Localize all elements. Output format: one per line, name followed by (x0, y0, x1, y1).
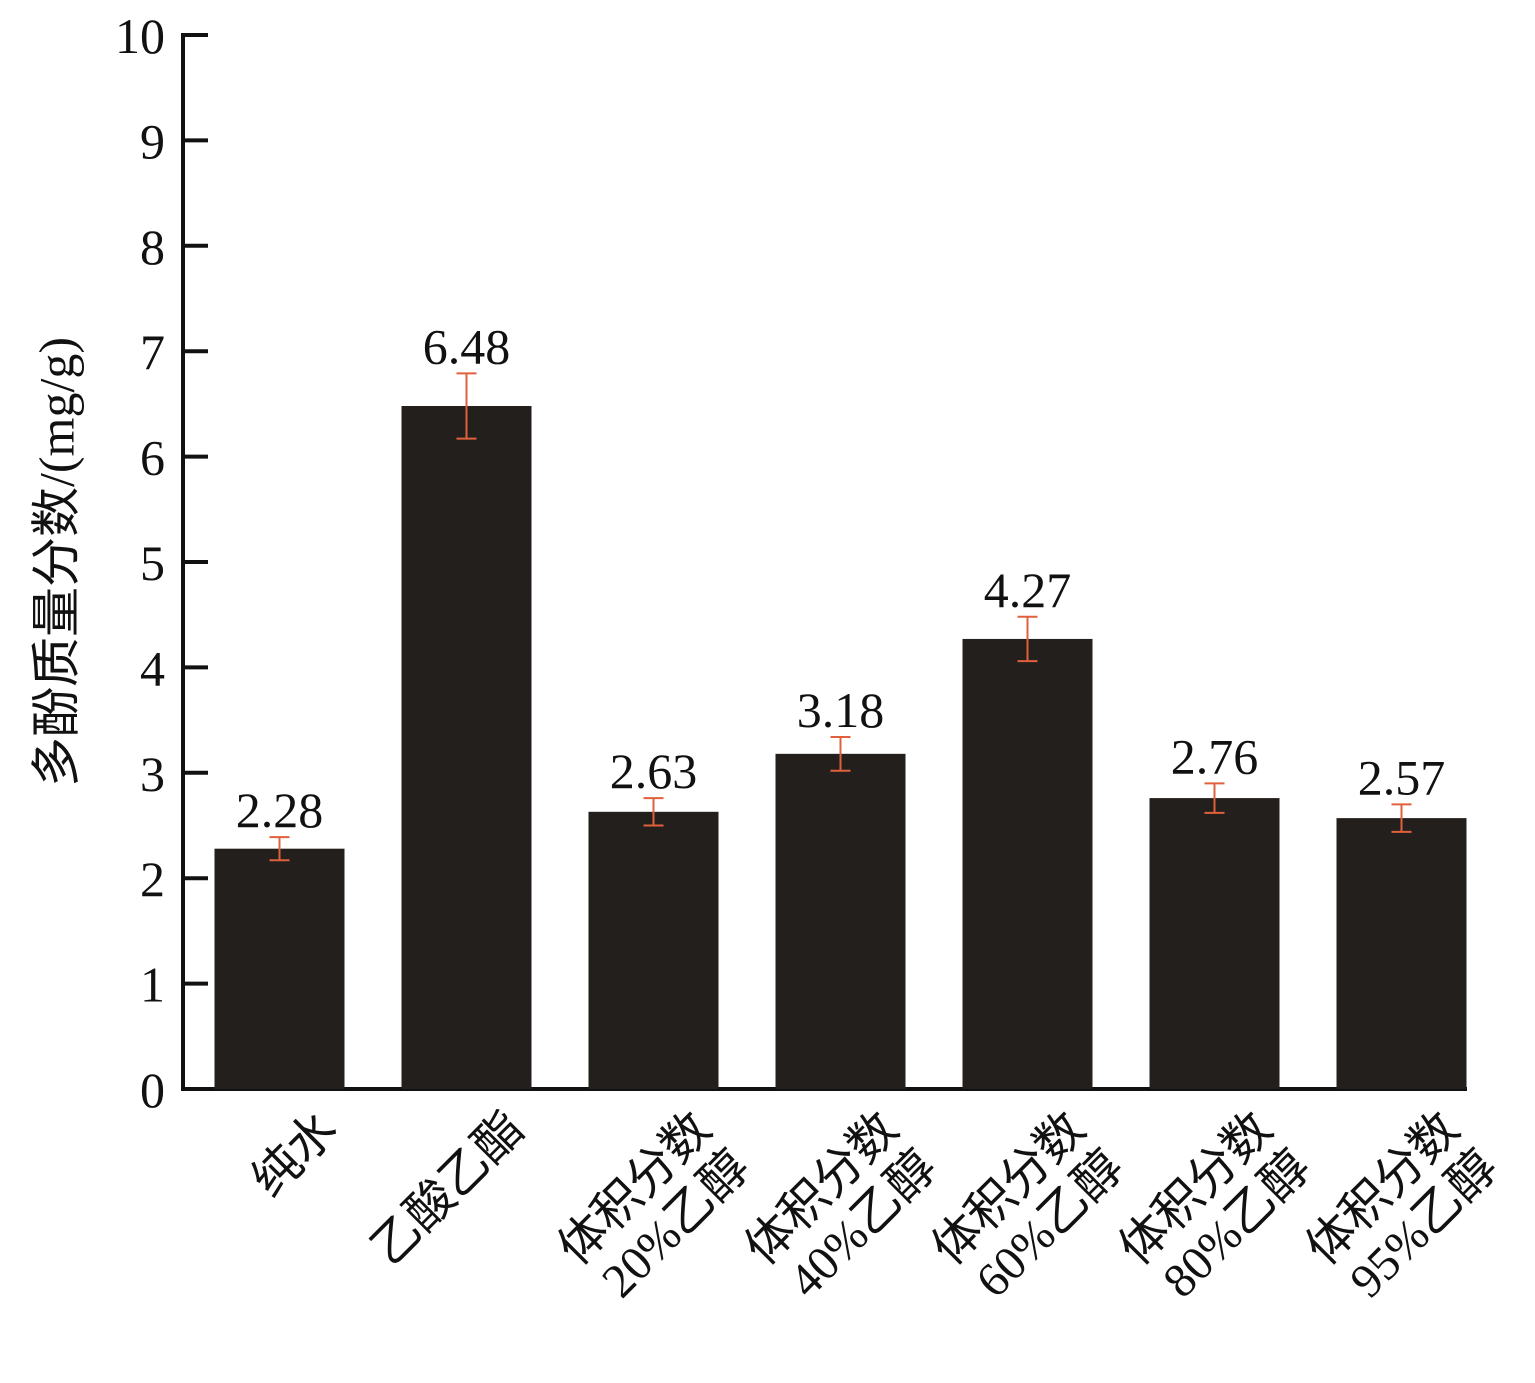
bar (588, 811, 719, 1089)
bar (1336, 818, 1467, 1089)
value-label: 6.48 (423, 318, 511, 374)
y-tick-label: 1 (140, 957, 165, 1013)
bar (775, 753, 906, 1089)
error-bar (269, 836, 290, 862)
error-bar (1017, 615, 1038, 663)
y-tick-label: 2 (140, 851, 165, 907)
value-label: 3.18 (797, 682, 885, 738)
value-label: 2.28 (236, 782, 324, 838)
error-bar (1391, 803, 1412, 833)
error-bar (830, 735, 851, 772)
bar (1149, 798, 1280, 1089)
bar (401, 406, 532, 1089)
bar (962, 638, 1093, 1089)
value-label: 2.57 (1358, 749, 1446, 805)
y-tick-label: 8 (140, 219, 165, 275)
y-tick-label: 10 (115, 8, 165, 64)
y-tick-label: 7 (140, 324, 165, 380)
value-label: 2.63 (610, 743, 698, 799)
bar (214, 848, 345, 1089)
y-tick-label: 6 (140, 430, 165, 486)
error-bar (1204, 782, 1225, 814)
value-label: 2.76 (1171, 728, 1259, 784)
error-bar (643, 797, 664, 827)
error-bar (456, 372, 477, 440)
value-label: 4.27 (984, 562, 1072, 618)
y-tick-label: 5 (140, 535, 165, 591)
y-tick-label: 0 (140, 1062, 165, 1118)
y-axis-label: 多酚质量分数/(mg/g) (28, 337, 84, 787)
y-tick-label: 9 (140, 113, 165, 169)
y-tick-label: 4 (140, 640, 165, 696)
y-tick-label: 3 (140, 746, 165, 802)
